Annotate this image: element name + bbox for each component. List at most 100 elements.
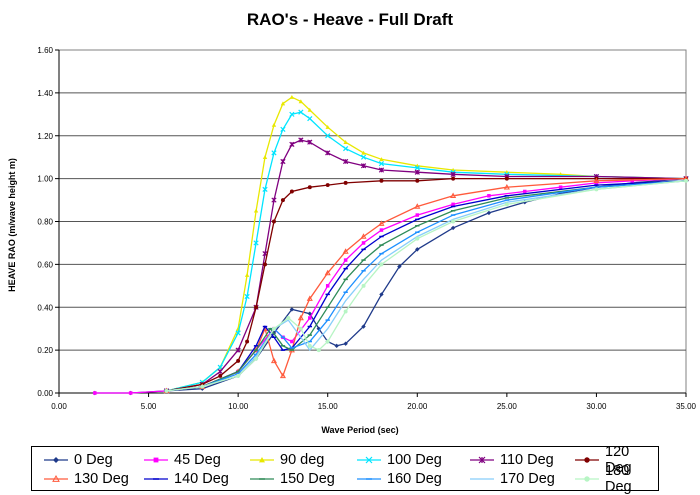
data-point (343, 341, 348, 346)
y-tick-label: 1.60 (37, 46, 53, 55)
data-point (262, 154, 268, 159)
x-tick-label: 5.00 (141, 402, 157, 411)
legend-item: 120 Deg (574, 444, 658, 476)
legend-swatch (470, 456, 494, 464)
x-tick-label: 20.00 (407, 402, 428, 411)
legend-swatch (144, 478, 168, 480)
data-point (280, 126, 286, 132)
series-140-deg (164, 180, 689, 392)
legend-swatch-marker (478, 456, 486, 464)
legend-item: 110 Deg (469, 450, 554, 470)
data-point (450, 225, 456, 231)
data-point (343, 158, 349, 165)
data-point (379, 228, 384, 232)
series-line (166, 96, 687, 392)
x-tick-label: 15.00 (318, 402, 339, 411)
data-point (254, 356, 259, 361)
data-point (128, 391, 133, 395)
data-point (280, 158, 286, 165)
legend: 0 Deg 45 Deg 90 deg 100 Deg 110 Deg 120 Deg 13… (31, 444, 659, 495)
data-point (343, 145, 349, 152)
legend-label: 130 Deg (74, 471, 129, 487)
legend-swatch (575, 476, 599, 482)
data-point (414, 203, 421, 209)
data-point (289, 94, 295, 99)
data-point (200, 384, 205, 389)
data-point (254, 305, 259, 310)
axes (55, 49, 687, 397)
data-point (298, 99, 304, 104)
legend-swatch (250, 478, 274, 480)
data-point (324, 269, 331, 276)
legend-swatch-marker (584, 457, 590, 463)
legend-label: 150 Deg (280, 471, 335, 487)
series-line (166, 180, 687, 392)
data-point (271, 219, 276, 224)
data-point (307, 343, 312, 348)
series-line (166, 139, 687, 392)
legend-swatch (44, 457, 68, 463)
legend-swatch-marker (52, 474, 60, 482)
data-point (290, 339, 294, 344)
data-point (306, 295, 313, 301)
data-point (379, 178, 384, 183)
legend-swatch (357, 456, 381, 464)
y-tick-label: 1.40 (37, 89, 53, 98)
data-point (245, 339, 250, 344)
data-point (486, 210, 492, 216)
series-line (166, 180, 687, 392)
legend-label: 45 Deg (174, 452, 221, 468)
data-point (343, 180, 348, 185)
legend-label: 120 Deg (605, 444, 632, 476)
data-point (218, 373, 223, 378)
data-point (379, 292, 384, 297)
data-point (379, 262, 384, 267)
x-tick-label: 10.00 (228, 402, 249, 411)
legend-swatch (470, 478, 494, 480)
data-point (279, 372, 286, 379)
data-point (397, 264, 402, 269)
legend-swatch (144, 457, 168, 463)
data-point (289, 111, 295, 117)
legend-item: 160 Deg (356, 469, 442, 489)
data-point (271, 122, 277, 127)
legend-item: 100 Deg (356, 450, 442, 470)
data-point (298, 109, 304, 115)
legend-swatch-marker (259, 457, 265, 463)
data-point (361, 241, 366, 245)
data-point (415, 236, 420, 241)
series-180-deg (164, 178, 688, 393)
x-axis-title: Wave Period (sec) (321, 425, 398, 435)
data-point (415, 213, 420, 217)
data-point (289, 141, 295, 147)
tick-labels: 0.00 0.20 0.40 0.60 0.80 1.00 1.20 1.40 1.60 0.00… (37, 46, 696, 411)
legend-item: 180 Deg (574, 463, 658, 495)
legend-item: 170 Deg (469, 469, 555, 489)
legend-swatch (250, 457, 274, 463)
grid-lines (58, 49, 687, 394)
data-point (451, 219, 456, 224)
legend-swatch (357, 478, 381, 480)
data-point (270, 357, 278, 364)
legend-label: 140 Deg (174, 471, 229, 487)
data-point (325, 150, 331, 156)
legend-label: 170 Deg (500, 471, 555, 487)
data-point (289, 189, 294, 194)
legend-swatch (575, 457, 599, 463)
data-point (297, 314, 304, 321)
data-point (450, 192, 457, 199)
data-point (325, 284, 330, 288)
data-point (298, 137, 304, 143)
data-point (378, 167, 385, 173)
data-point (360, 154, 367, 160)
data-point (343, 139, 348, 144)
legend-swatch-marker (584, 476, 590, 482)
data-point (263, 262, 267, 267)
series-line (166, 180, 687, 392)
x-tick-label: 0.00 (51, 402, 67, 411)
data-point (217, 364, 223, 370)
data-point (286, 315, 291, 320)
data-point (414, 169, 420, 175)
data-point (361, 150, 366, 155)
y-tick-label: 0.60 (37, 260, 53, 269)
